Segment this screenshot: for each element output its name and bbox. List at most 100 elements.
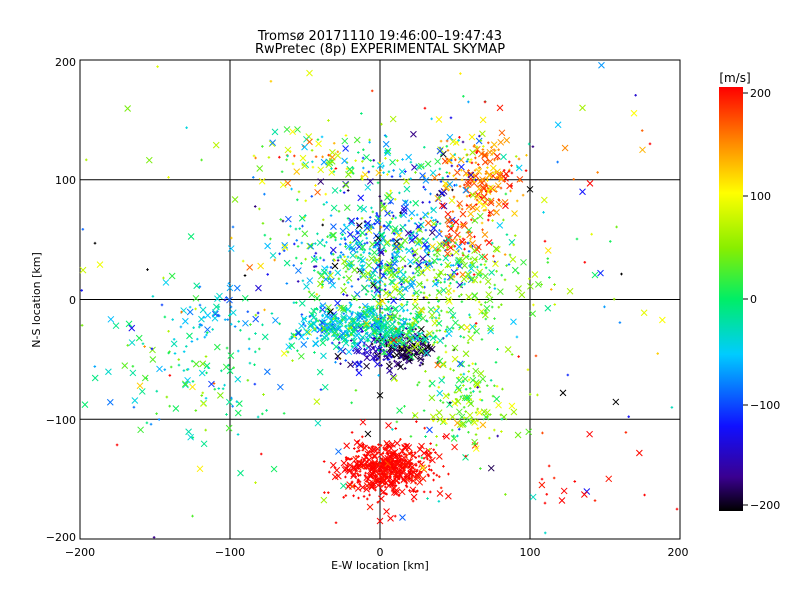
scatter-point-plus: [409, 359, 412, 362]
scatter-point-plus: [177, 358, 181, 361]
scatter-point-plus: [472, 390, 475, 393]
scatter-point-plus: [295, 239, 299, 242]
scatter-point-x: [518, 291, 526, 299]
scatter-point-x: [444, 261, 452, 269]
scatter-point-plus: [495, 176, 498, 179]
scatter-point-plus: [443, 280, 446, 284]
scatter-point-plus: [417, 326, 421, 329]
scatter-point-plus: [258, 207, 261, 211]
scatter-point-x: [301, 230, 309, 238]
scatter-point-plus: [398, 470, 402, 474]
scatter-point-plus: [297, 190, 301, 194]
scatter-point-plus: [540, 477, 544, 481]
scatter-point-x: [341, 137, 349, 145]
scatter-point-x: [422, 335, 429, 343]
scatter-point-plus: [472, 280, 476, 284]
scatter-point-plus: [484, 259, 488, 263]
scatter-point-plus: [395, 250, 399, 254]
scatter-point-x: [640, 309, 648, 317]
scatter-point-plus: [298, 227, 302, 230]
scatter-point-plus: [223, 318, 227, 321]
scatter-point-plus: [428, 448, 431, 451]
scatter-point-plus: [254, 313, 258, 317]
scatter-point-x: [208, 380, 215, 388]
scatter-point-plus: [414, 291, 418, 295]
scatter-point-plus: [432, 279, 435, 283]
scatter-point-plus: [462, 416, 466, 420]
scatter-point-plus: [410, 454, 414, 458]
scatter-point-plus: [402, 464, 406, 468]
scatter-point-plus: [389, 239, 393, 242]
scatter-point-plus: [315, 258, 319, 261]
scatter-point-x: [361, 310, 368, 317]
scatter-point-plus: [423, 106, 427, 110]
scatter-point-plus: [398, 174, 402, 178]
scatter-point-plus: [338, 341, 341, 345]
scatter-point-plus: [379, 201, 383, 205]
scatter-point-plus: [360, 458, 363, 462]
scatter-point-x: [172, 405, 180, 412]
scatter-point-plus: [374, 258, 378, 262]
scatter-point-plus: [491, 219, 494, 222]
scatter-point-plus: [340, 237, 343, 241]
scatter-point-plus: [439, 180, 443, 183]
scatter-point-x: [364, 219, 372, 227]
scatter-point-plus: [145, 421, 149, 425]
scatter-point-plus: [403, 223, 407, 227]
scatter-point-plus: [469, 193, 473, 196]
scatter-point-plus: [374, 448, 378, 452]
scatter-point-plus: [313, 254, 316, 258]
scatter-point-plus: [388, 460, 392, 464]
scatter-point-x: [388, 278, 395, 286]
scatter-point-x: [384, 194, 391, 201]
scatter-point-x: [427, 306, 435, 313]
scatter-point-plus: [204, 355, 208, 358]
scatter-point-plus: [547, 464, 551, 468]
scatter-point-x: [184, 376, 191, 384]
scatter-point-plus: [253, 382, 257, 386]
scatter-point-plus: [338, 254, 342, 258]
scatter-point-plus: [167, 329, 170, 333]
scatter-point-plus: [337, 210, 341, 213]
scatter-point-plus: [432, 268, 436, 272]
scatter-point-plus: [235, 400, 239, 403]
y-tick-label: 200: [55, 56, 76, 69]
scatter-point-x: [204, 326, 211, 333]
scatter-point-plus: [314, 317, 318, 320]
scatter-point-plus: [217, 305, 221, 309]
scatter-point-plus: [281, 219, 285, 223]
scatter-point-plus: [401, 444, 405, 448]
scatter-point-plus: [364, 321, 368, 325]
scatter-point-plus: [432, 219, 435, 222]
scatter-point-plus: [433, 341, 436, 344]
scatter-point-x: [472, 367, 480, 375]
scatter-point-plus: [423, 336, 426, 340]
scatter-point-x: [283, 259, 291, 267]
scatter-point-plus: [365, 319, 368, 322]
scatter-point-plus: [167, 176, 170, 179]
scatter-point-x: [458, 238, 466, 246]
scatter-point-plus: [254, 332, 257, 335]
scatter-point-plus: [93, 241, 97, 245]
scatter-point-x: [471, 256, 479, 263]
scatter-point-plus: [370, 305, 374, 309]
scatter-point-x: [460, 275, 468, 283]
scatter-point-plus: [552, 476, 556, 480]
scatter-point-plus: [223, 298, 227, 302]
scatter-point-plus: [194, 409, 198, 412]
scatter-point-plus: [437, 385, 441, 389]
scatter-point-plus: [434, 451, 437, 454]
scatter-point-plus: [464, 454, 468, 458]
scatter-point-x: [403, 331, 411, 339]
scatter-point-plus: [315, 292, 319, 296]
scatter-point-x: [365, 343, 372, 351]
scatter-point-plus: [420, 270, 424, 274]
scatter-point-plus: [472, 374, 476, 378]
y-axis-label: N-S location [km]: [30, 252, 43, 348]
scatter-point-plus: [459, 285, 463, 289]
colorbar-tick-label: 200: [750, 87, 771, 100]
scatter-point-plus: [465, 173, 468, 177]
scatter-point-plus: [424, 228, 428, 232]
scatter-point-plus: [243, 274, 247, 277]
scatter-point-x: [398, 352, 406, 360]
